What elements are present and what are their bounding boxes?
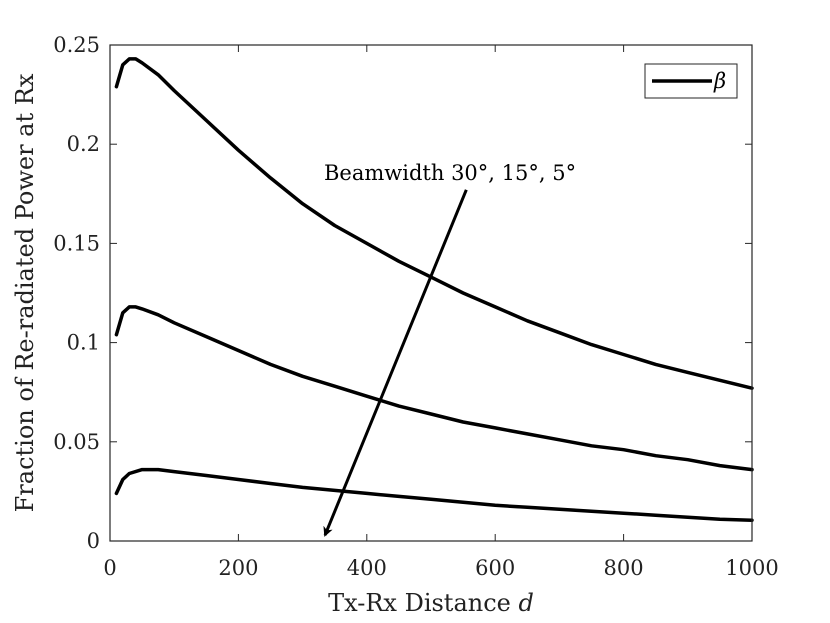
legend-entry-beta: β (713, 69, 726, 93)
x-tick-label-5: 1000 (725, 556, 778, 580)
y-tick-label-0: 0 (87, 529, 100, 553)
y-tick-label-4: 0.2 (67, 132, 100, 156)
plot-frame (109, 44, 753, 542)
x-axis-label: Tx-Rx Distance d (328, 589, 534, 617)
y-tick-label-3: 0.15 (53, 231, 100, 255)
series-line-3 (114, 467, 754, 522)
y-tick-label-1: 0.05 (53, 430, 100, 454)
x-tick-label-4: 800 (604, 556, 644, 580)
x-tick-label-2: 400 (347, 556, 387, 580)
series-layer (114, 57, 754, 522)
x-tick-label-1: 200 (218, 556, 258, 580)
x-axis-label-text: Tx-Rx Distance (328, 589, 518, 617)
annotation-text: Beamwidth 30°, 15°, 5° (324, 161, 576, 185)
ticks-layer: 0 200 400 600 800 1000 0 0.05 0.1 0.15 0.2 0.25 (53, 33, 778, 580)
series-line-1 (114, 57, 754, 390)
annotation-arrow (323, 189, 468, 537)
legend: β (644, 63, 738, 99)
y-axis-label: Fraction of Re-radiated Power at Rx (11, 73, 39, 512)
series-line-2 (114, 305, 754, 472)
x-tick-label-3: 600 (475, 556, 515, 580)
y-tick-label-5: 0.25 (53, 33, 100, 57)
x-axis-label-variable: d (519, 589, 534, 617)
y-tick-label-2: 0.1 (67, 331, 100, 355)
x-tick-label-0: 0 (103, 556, 116, 580)
